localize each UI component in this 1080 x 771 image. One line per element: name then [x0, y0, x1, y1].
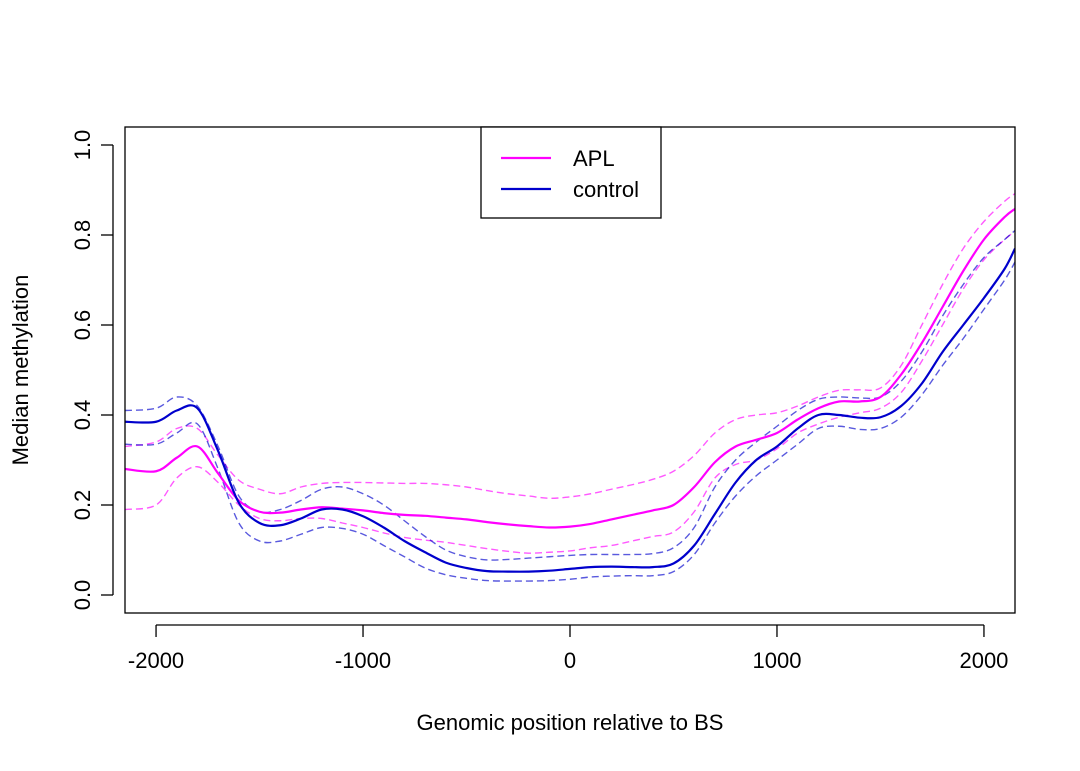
y-tick-label: 0.6 — [70, 310, 95, 341]
y-tick-label: 0.2 — [70, 490, 95, 521]
x-tick-label: 2000 — [959, 648, 1008, 673]
y-axis-label: Median methylation — [8, 275, 33, 466]
x-axis-label: Genomic position relative to BS — [417, 710, 724, 735]
y-tick-label: 0.0 — [70, 580, 95, 611]
series-control-lower-band — [125, 261, 1015, 582]
x-tick-label: -1000 — [335, 648, 391, 673]
series-apl-line — [125, 208, 1015, 529]
y-tick-label: 0.8 — [70, 220, 95, 251]
x-tick-label: -2000 — [128, 648, 184, 673]
legend: APL control — [480, 126, 662, 219]
legend-control-label: control — [573, 177, 639, 202]
y-tick-label: 0.4 — [70, 400, 95, 431]
series-apl-lower-band — [125, 230, 1015, 554]
x-axis: -2000 -1000 0 1000 2000 — [128, 624, 1008, 673]
y-axis: 0.0 0.2 0.4 0.6 0.8 1.0 — [70, 130, 114, 611]
series-control-line — [125, 248, 1015, 573]
series-apl-upper-band — [125, 193, 1015, 499]
legend-box — [480, 126, 662, 219]
y-tick-label: 1.0 — [70, 130, 95, 161]
x-tick-label: 0 — [564, 648, 576, 673]
x-tick-label: 1000 — [753, 648, 802, 673]
legend-apl-label: APL — [573, 146, 615, 171]
series-layer — [125, 193, 1015, 582]
